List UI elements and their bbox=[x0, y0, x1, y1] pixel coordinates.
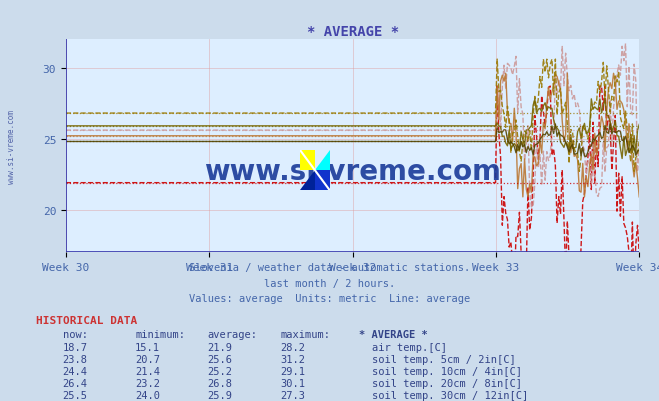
Text: soil temp. 5cm / 2in[C]: soil temp. 5cm / 2in[C] bbox=[372, 354, 516, 364]
Text: 31.2: 31.2 bbox=[280, 354, 305, 364]
Text: 26.4: 26.4 bbox=[63, 378, 88, 388]
Text: 26.8: 26.8 bbox=[208, 378, 233, 388]
Text: 24.0: 24.0 bbox=[135, 390, 160, 400]
Text: 23.8: 23.8 bbox=[63, 354, 88, 364]
Text: 25.5: 25.5 bbox=[63, 390, 88, 400]
Text: www.si-vreme.com: www.si-vreme.com bbox=[7, 109, 16, 183]
Text: Slovenia / weather data - automatic stations.: Slovenia / weather data - automatic stat… bbox=[189, 263, 470, 273]
Polygon shape bbox=[315, 150, 330, 170]
Polygon shape bbox=[315, 170, 330, 190]
Text: 29.1: 29.1 bbox=[280, 366, 305, 376]
Text: 25.6: 25.6 bbox=[208, 354, 233, 364]
Text: air temp.[C]: air temp.[C] bbox=[372, 342, 447, 352]
Text: soil temp. 20cm / 8in[C]: soil temp. 20cm / 8in[C] bbox=[372, 378, 523, 388]
Text: 27.3: 27.3 bbox=[280, 390, 305, 400]
Text: 20.7: 20.7 bbox=[135, 354, 160, 364]
Text: 18.7: 18.7 bbox=[63, 342, 88, 352]
Text: now:: now: bbox=[63, 330, 88, 340]
Text: average:: average: bbox=[208, 330, 258, 340]
Text: 21.4: 21.4 bbox=[135, 366, 160, 376]
Text: 15.1: 15.1 bbox=[135, 342, 160, 352]
Text: maximum:: maximum: bbox=[280, 330, 330, 340]
FancyBboxPatch shape bbox=[300, 150, 315, 170]
Title: * AVERAGE *: * AVERAGE * bbox=[306, 25, 399, 39]
Text: * AVERAGE *: * AVERAGE * bbox=[359, 330, 428, 340]
Text: last month / 2 hours.: last month / 2 hours. bbox=[264, 278, 395, 288]
Text: 25.2: 25.2 bbox=[208, 366, 233, 376]
Text: soil temp. 10cm / 4in[C]: soil temp. 10cm / 4in[C] bbox=[372, 366, 523, 376]
Text: 23.2: 23.2 bbox=[135, 378, 160, 388]
Text: 25.9: 25.9 bbox=[208, 390, 233, 400]
Polygon shape bbox=[300, 170, 315, 190]
Text: 28.2: 28.2 bbox=[280, 342, 305, 352]
Text: minimum:: minimum: bbox=[135, 330, 185, 340]
Text: HISTORICAL DATA: HISTORICAL DATA bbox=[36, 315, 138, 325]
Text: Values: average  Units: metric  Line: average: Values: average Units: metric Line: aver… bbox=[189, 293, 470, 303]
Text: www.si-vreme.com: www.si-vreme.com bbox=[204, 158, 501, 186]
Text: 24.4: 24.4 bbox=[63, 366, 88, 376]
Text: 21.9: 21.9 bbox=[208, 342, 233, 352]
Text: soil temp. 30cm / 12in[C]: soil temp. 30cm / 12in[C] bbox=[372, 390, 529, 400]
Text: 30.1: 30.1 bbox=[280, 378, 305, 388]
